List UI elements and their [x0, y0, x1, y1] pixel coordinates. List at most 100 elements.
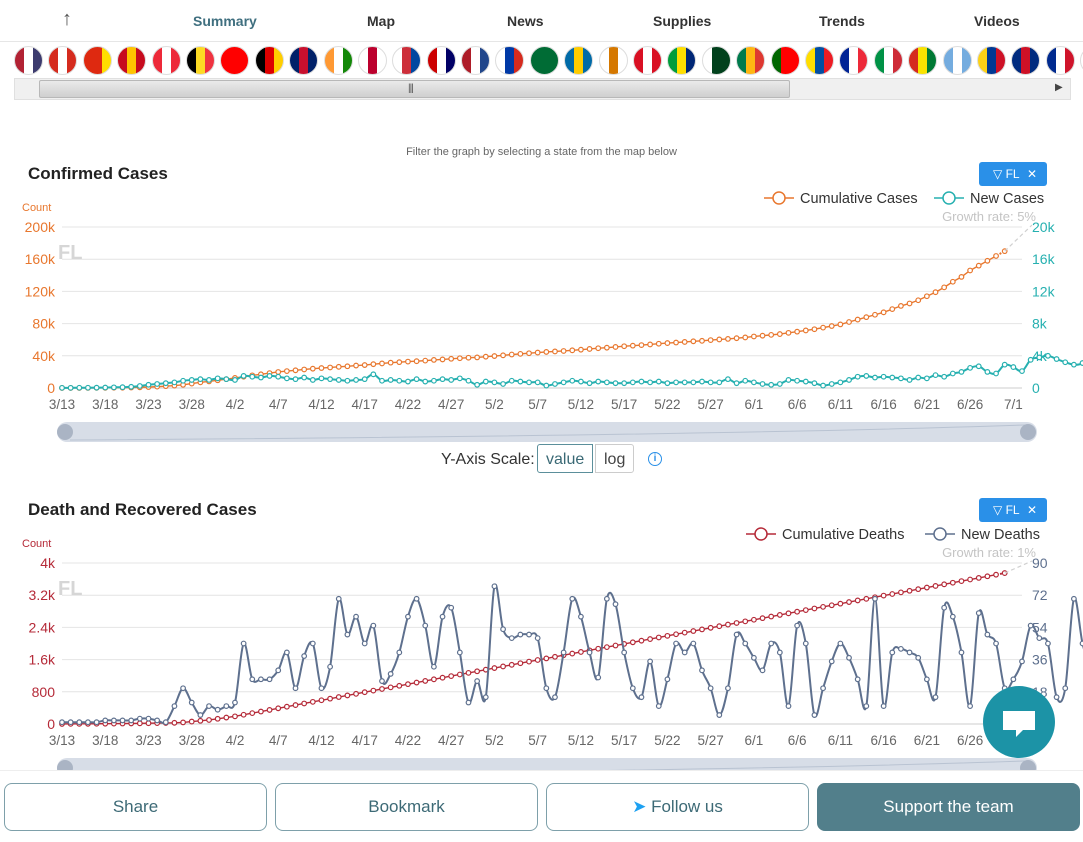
flag-uk-icon[interactable] [289, 46, 319, 75]
data-point [794, 377, 801, 384]
bookmark-button[interactable]: Bookmark [275, 783, 538, 831]
info-icon[interactable]: i [648, 452, 662, 466]
data-point [413, 376, 420, 383]
flag-china-icon[interactable] [82, 46, 112, 75]
flag-india-icon[interactable] [323, 46, 353, 75]
data-point [560, 348, 567, 354]
data-point [898, 589, 904, 596]
data-point [361, 640, 368, 647]
data-point [569, 595, 576, 602]
tab-trends[interactable]: Trends [819, 13, 865, 29]
data-point [1053, 356, 1060, 362]
chat-bubble-button[interactable] [983, 686, 1055, 758]
flag-sweden-icon[interactable] [564, 46, 594, 75]
y-tick-right-label: 16k [1032, 251, 1056, 267]
tab-summary[interactable]: Summary [193, 13, 257, 29]
filter-fl-button-2[interactable]: ▽ FL ✕ [979, 498, 1047, 522]
data-point [223, 376, 230, 383]
data-point [491, 379, 498, 386]
data-point [266, 707, 273, 713]
data-point [1070, 361, 1077, 368]
tab-supplies[interactable]: Supplies [653, 13, 712, 29]
flag-france-icon[interactable] [839, 46, 869, 75]
data-point [258, 374, 264, 381]
data-point [846, 319, 852, 325]
data-point [439, 613, 446, 620]
tab-videos[interactable]: Videos [974, 13, 1020, 29]
data-point [889, 374, 896, 381]
flag-bolivia-icon[interactable] [908, 46, 938, 75]
data-point [569, 650, 576, 657]
close-icon[interactable]: ✕ [1026, 167, 1037, 181]
flag-south-africa-icon[interactable] [736, 46, 766, 75]
flag-cuba-icon[interactable] [1045, 46, 1075, 75]
close-icon[interactable]: ✕ [1026, 503, 1037, 517]
flag-russia-icon[interactable] [495, 46, 525, 75]
scrollbar-thumb[interactable]: ||| [39, 80, 790, 98]
flag-japan-icon[interactable] [357, 46, 387, 75]
flag-costa-rica-icon[interactable] [1011, 46, 1041, 75]
data-point [828, 602, 835, 609]
tab-news[interactable]: News [507, 13, 544, 29]
flag-netherlands-icon[interactable] [461, 46, 491, 75]
flag-germany-icon[interactable] [254, 46, 284, 75]
data-point [136, 715, 143, 722]
data-point [941, 373, 948, 380]
data-point [837, 321, 844, 328]
flag-switzerland-icon[interactable] [220, 46, 250, 75]
data-point [517, 660, 524, 667]
data-point [889, 591, 896, 597]
data-point [188, 718, 195, 725]
flags-scrollbar[interactable]: ◀ ||| ▶ [14, 78, 1071, 100]
flag-colombia-icon[interactable] [976, 46, 1006, 75]
data-point [820, 382, 826, 389]
flag-canada-icon[interactable] [48, 46, 78, 75]
data-point [171, 703, 178, 710]
flag-saudi-arabia-icon[interactable] [529, 46, 559, 75]
data-point [603, 344, 610, 351]
data-point [673, 339, 679, 346]
flag-italy-icon[interactable] [873, 46, 903, 75]
data-point [733, 620, 740, 626]
y-tick-right-label: 72 [1032, 587, 1048, 603]
flag-brazil-icon[interactable] [667, 46, 697, 75]
flag-argentina-icon[interactable] [942, 46, 972, 75]
flag-south-korea-icon[interactable] [392, 46, 422, 75]
flag-belgium-icon[interactable] [185, 46, 215, 75]
x-tick-label: 5/12 [568, 397, 594, 412]
data-point [906, 649, 913, 656]
flag-ecuador-icon[interactable] [804, 46, 834, 75]
data-point [586, 649, 593, 656]
data-point [180, 685, 186, 692]
range-slider-track [57, 422, 1037, 442]
flag-cyprus-icon[interactable] [598, 46, 628, 75]
data-point [768, 640, 775, 647]
x-tick-label: 3/13 [49, 733, 75, 748]
data-point [725, 335, 731, 342]
flag-austria-icon[interactable] [151, 46, 181, 75]
back-arrow-icon[interactable]: ↑ [62, 8, 72, 30]
data-point [387, 359, 394, 366]
legend-label: Cumulative Cases [800, 191, 918, 207]
scroll-right-icon[interactable]: ▶ [1055, 82, 1063, 93]
x-tick-label: 6/6 [788, 733, 807, 748]
support-team-button[interactable]: Support the team [817, 783, 1080, 831]
follow-us-button[interactable]: ➤ Follow us [546, 783, 809, 831]
data-point [214, 706, 221, 713]
filter-fl-button[interactable]: ▽ FL ✕ [979, 162, 1047, 186]
flag-usa-icon[interactable] [14, 46, 43, 75]
x-tick-label: 6/1 [745, 397, 764, 412]
flag-malaysia-icon[interactable] [426, 46, 456, 75]
data-point [232, 377, 238, 383]
flag-portugal-icon[interactable] [770, 46, 800, 75]
top-nav: ↑ Summary Map News Supplies Trends Video… [0, 0, 1083, 42]
flag-spain-icon[interactable] [117, 46, 147, 75]
tab-map[interactable]: Map [367, 13, 395, 29]
scale-value-button[interactable]: value [537, 444, 594, 473]
data-point [188, 377, 195, 383]
scale-log-button[interactable]: log [595, 444, 635, 473]
flag-peru-icon[interactable] [633, 46, 663, 75]
flag-pakistan-icon[interactable] [701, 46, 731, 75]
data-point [612, 380, 619, 387]
share-button[interactable]: Share [4, 783, 267, 831]
